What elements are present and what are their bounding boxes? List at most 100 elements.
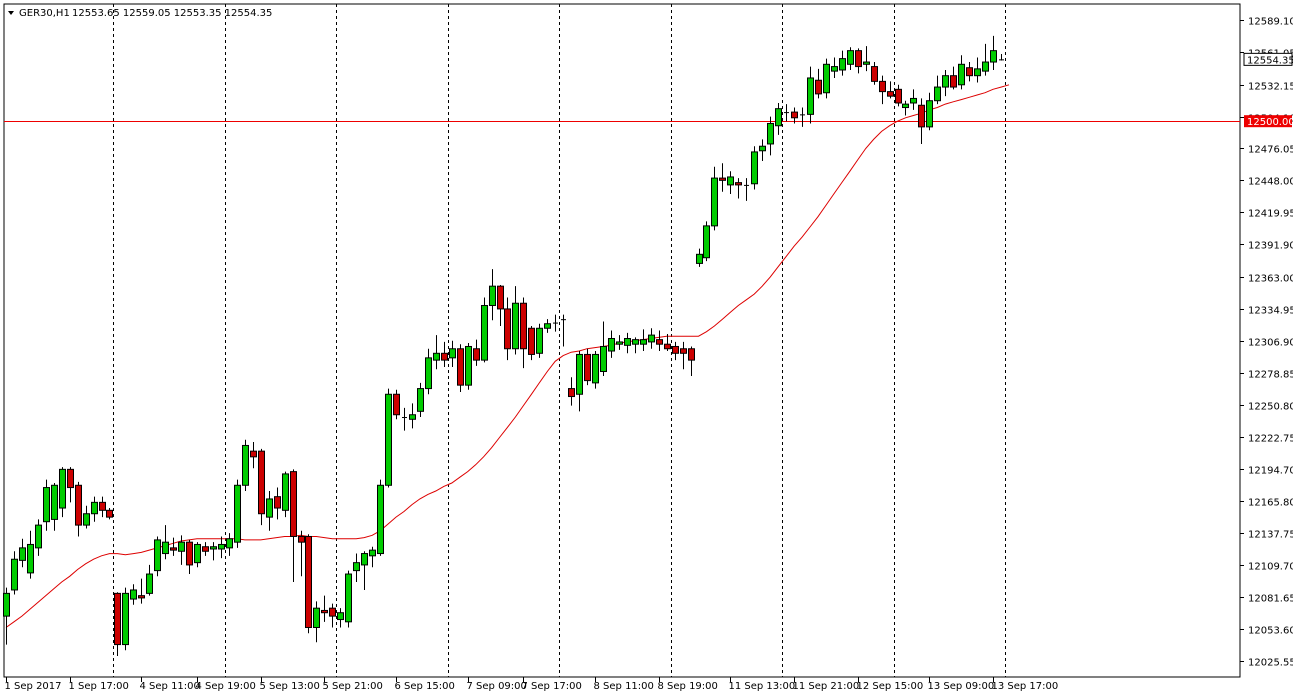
candle (999, 54, 1004, 61)
candle-body (600, 345, 607, 373)
candle (815, 68, 822, 99)
price-tick-label: 12589.10 (1248, 17, 1293, 28)
candle (329, 603, 336, 628)
time-tick-label: 1 Sep 2017 (5, 681, 62, 692)
candle-body (664, 343, 671, 350)
time-tick-label: 8 Sep 19:00 (658, 681, 718, 692)
candle (457, 344, 464, 392)
candle-body (934, 86, 941, 102)
candle-body (11, 558, 18, 591)
time-tick-label: 8 Sep 11:00 (594, 681, 654, 692)
plot-area[interactable] (3, 3, 1241, 678)
candle (608, 330, 615, 358)
candle-body (711, 177, 718, 227)
candle (83, 505, 90, 529)
candle (402, 407, 407, 431)
candle-body (990, 50, 997, 63)
candle-body (544, 323, 551, 329)
candle (99, 496, 106, 518)
candle (234, 479, 241, 548)
time-tick-label: 1 Sep 17:00 (69, 681, 129, 692)
candle (178, 535, 185, 565)
candle-body (226, 538, 233, 549)
candle (3, 587, 10, 645)
level-price-label: 12500.00 (1247, 117, 1293, 128)
candle-body (361, 553, 368, 566)
candle (35, 519, 42, 556)
candle-body (879, 80, 886, 93)
price-tick-label: 12334.95 (1248, 306, 1293, 317)
candle-body (170, 547, 177, 551)
candle (879, 75, 886, 105)
candle-body (489, 285, 496, 307)
candle (385, 388, 392, 488)
time-tick-label: 7 Sep 09:00 (467, 681, 527, 692)
time-tick-label: 11 Sep 21:00 (793, 681, 860, 692)
candle-body (767, 122, 774, 145)
candle-body (162, 541, 169, 555)
price-tick-label: 12194.70 (1248, 466, 1293, 477)
time-tick-label: 4 Sep 11:00 (140, 681, 200, 692)
candle (759, 139, 766, 162)
candle (934, 75, 941, 105)
candle-body (966, 67, 973, 77)
candle-body (313, 607, 320, 629)
candle-body (656, 339, 663, 345)
candle-body (441, 352, 448, 361)
candle (106, 508, 113, 520)
dropdown-triangle-icon[interactable] (8, 11, 14, 15)
candle-body (751, 151, 758, 185)
candle-body (465, 345, 472, 386)
candle (122, 587, 129, 651)
candle-body (863, 61, 870, 65)
candle-body (719, 177, 726, 181)
candle-body (775, 108, 782, 127)
candle-body (19, 547, 26, 561)
candle (926, 92, 933, 131)
candle (146, 564, 153, 596)
candle (75, 481, 82, 537)
time-tick-label: 5 Sep 13:00 (260, 681, 320, 692)
candle-body (91, 501, 98, 515)
candle (489, 269, 496, 321)
price-tick-label: 12025.55 (1248, 658, 1293, 669)
candle-body (99, 501, 106, 511)
candle-body (59, 468, 66, 509)
candle (664, 333, 671, 352)
time-tick-label: 4 Sep 19:00 (196, 681, 256, 692)
price-tick-label: 12165.80 (1248, 498, 1293, 509)
candle (473, 339, 480, 366)
candle-body (298, 535, 305, 543)
candle (313, 601, 320, 643)
candle (409, 403, 416, 429)
candle (600, 321, 607, 377)
candle (433, 335, 440, 370)
price-badges: 12554.35 12500.00 (1243, 52, 1293, 128)
candle-body (958, 63, 965, 86)
price-tick-label: 12419.95 (1248, 209, 1293, 220)
candle-body (250, 450, 257, 458)
candle (672, 341, 679, 361)
candle-body (377, 484, 384, 555)
candle-body (274, 496, 281, 509)
candle-body (910, 97, 917, 104)
candle-body (807, 77, 814, 115)
candle (481, 297, 488, 363)
candle-body (528, 327, 535, 355)
candle-body (974, 68, 981, 77)
candle-body (576, 353, 583, 395)
candle-body (680, 348, 687, 354)
candle (561, 314, 566, 347)
candle-body (122, 592, 129, 646)
candle-body (902, 103, 909, 109)
candle (966, 62, 973, 82)
candle-body (632, 339, 639, 345)
candle (982, 43, 989, 76)
candle-body (282, 473, 289, 511)
candle-body (504, 308, 511, 350)
candle-body (266, 498, 273, 518)
price-tick-label: 12306.90 (1248, 338, 1293, 349)
candle (59, 467, 66, 518)
candle-body (520, 302, 527, 350)
